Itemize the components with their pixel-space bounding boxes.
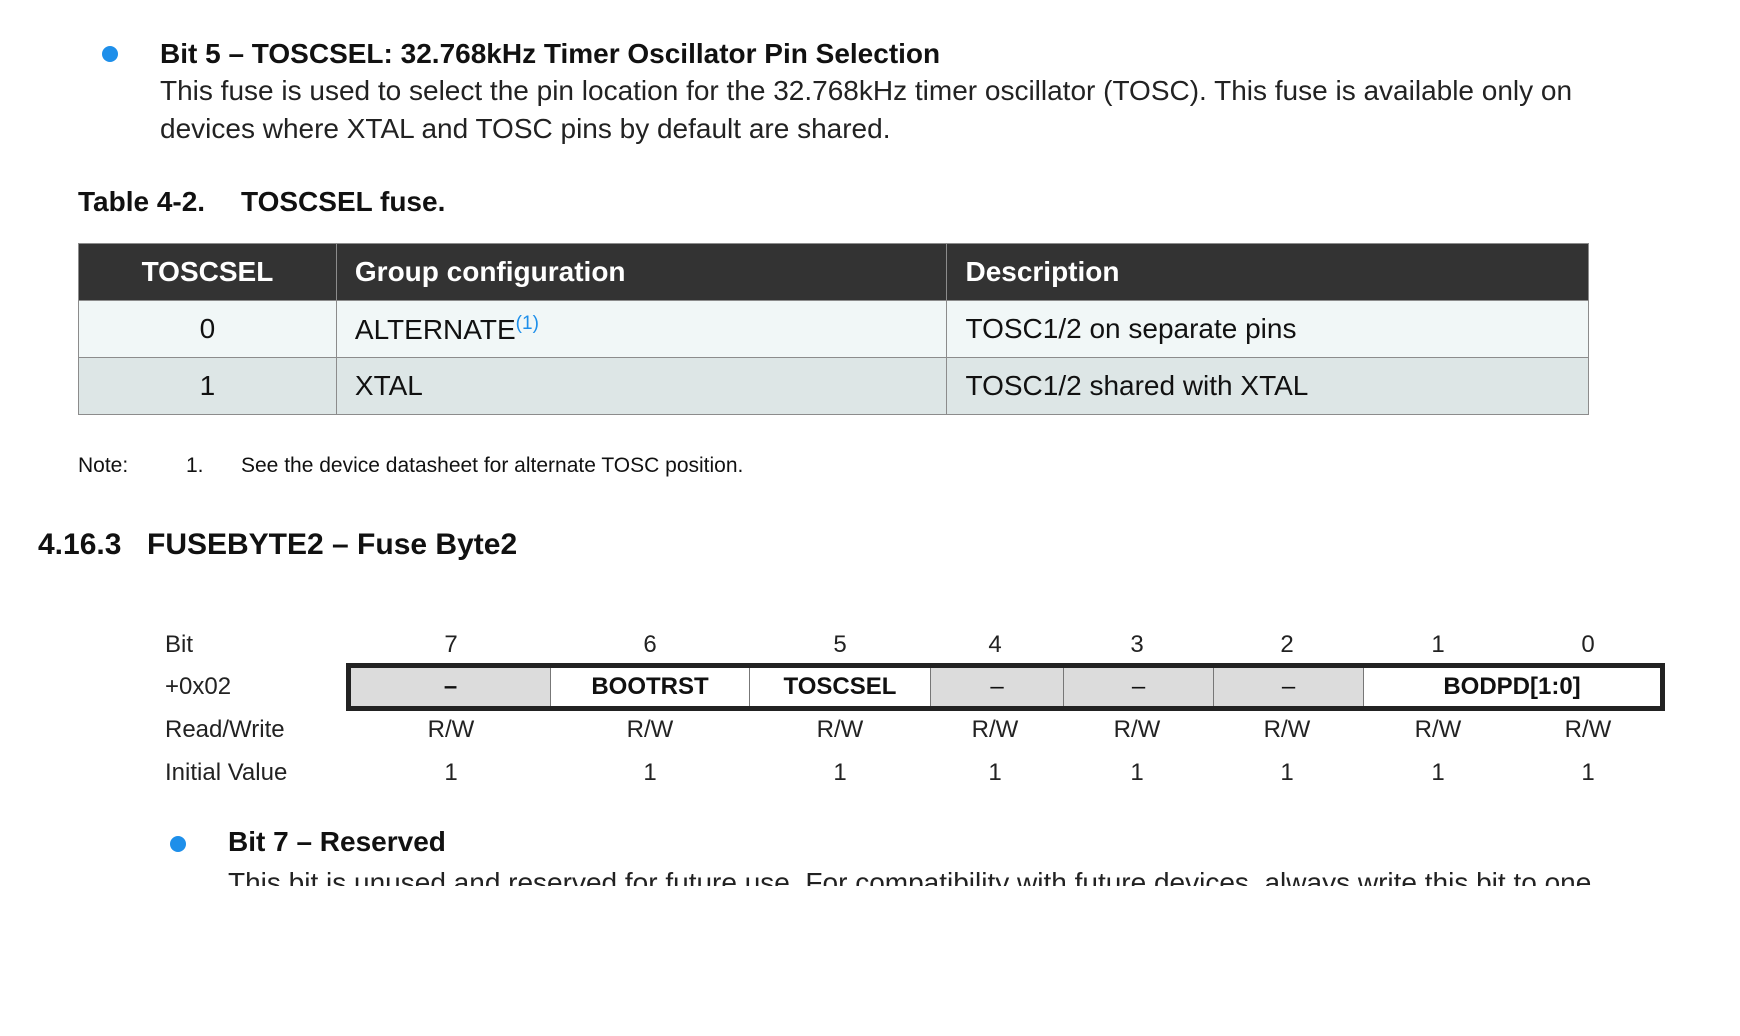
register-access: R/W [1263,716,1311,743]
column-header-group-configuration: Group configuration [335,243,948,301]
register-access: R/W [971,716,1019,743]
register-access: R/W [626,716,674,743]
register-label-initial: Initial Value [165,759,288,786]
register-bit-number: 0 [1581,631,1595,658]
table-row: 1 XTAL TOSC1/2 shared with XTAL [78,357,1589,415]
bullet-icon [170,836,186,852]
register-bit-number: 5 [833,631,847,658]
register-field-bootrst: BOOTRST [551,668,750,706]
column-header-description: Description [946,243,1589,301]
register-bit-number: 7 [444,631,458,658]
bit5-title: Bit 5 – TOSCSEL: 32.768kHz Timer Oscilla… [160,38,941,69]
register-bit-number: 3 [1130,631,1144,658]
register-access: R/W [1113,716,1161,743]
register-access: R/W [1564,716,1612,743]
bullet-icon [102,46,118,62]
section-heading: 4.16.3 FUSEBYTE2 – Fuse Byte2 [38,528,517,562]
register-label-access: Read/Write [165,716,285,743]
register-initial-value: 1 [1280,759,1294,786]
description: TOSC1/2 on separate pins [946,300,1589,358]
register-initial-value: 1 [1581,759,1595,786]
register-initial-value: 1 [1130,759,1144,786]
register-field-reserved: – [1064,668,1214,706]
register-field-reserved: – [351,668,551,706]
register-field-reserved: – [931,668,1064,706]
toscsel-value: 1 [78,357,337,415]
group-configuration: XTAL [335,357,948,415]
register-initial-value: 1 [643,759,657,786]
register-initial-value: 1 [1431,759,1445,786]
register-access: R/W [427,716,475,743]
table-row: 0 ALTERNATE(1) TOSC1/2 on separate pins [78,300,1589,358]
register-field-toscsel: TOSCSEL [750,668,931,706]
register-initial-value: 1 [444,759,458,786]
toscsel-fuse-table: TOSCSEL Group configuration Description … [78,243,1589,415]
group-configuration-text: XTAL [354,370,423,401]
register-initial-value: 1 [833,759,847,786]
bit5-description: This fuse is used to select the pin loca… [160,75,1573,144]
toscsel-value: 0 [78,300,337,358]
bit7-description-clip: This bit is unused and reserved for futu… [228,862,1648,886]
register-initial-value: 1 [988,759,1002,786]
description: TOSC1/2 shared with XTAL [946,357,1589,415]
register-label-offset: +0x02 [165,673,232,700]
column-header-toscsel: TOSCSEL [78,243,337,301]
register-field-bodpd: BODPD[1:0] [1364,668,1660,706]
footnote-link[interactable]: (1) [515,312,539,334]
table-header-row: TOSCSEL Group configuration Description [78,243,1589,301]
note-number: 1. [186,454,204,477]
group-configuration-text: ALTERNATE [354,313,516,345]
register-access: R/W [816,716,864,743]
register-bit-number: 1 [1431,631,1445,658]
register-bit-number: 6 [643,631,657,658]
table-caption-number: Table 4-2. [78,186,206,217]
section-number: 4.16.3 [38,528,122,561]
note-text: See the device datasheet for alternate T… [241,454,744,477]
bit7-title: Bit 7 – Reserved [228,826,446,857]
register-access: R/W [1414,716,1462,743]
table-caption-title: TOSCSEL fuse. [241,186,446,217]
register-field-box: – BOOTRST TOSCSEL – – – BODPD[1:0] [346,663,1665,711]
group-configuration: ALTERNATE(1) [335,300,948,358]
note-label: Note: [78,454,129,477]
register-field-reserved: – [1214,668,1364,706]
table-caption: Table 4-2. TOSCSEL fuse. [78,186,445,218]
register-bit-number: 2 [1280,631,1294,658]
bit7-description: This bit is unused and reserved for futu… [228,867,1592,886]
section-title: FUSEBYTE2 – Fuse Byte2 [147,528,518,561]
register-bit-number: 4 [988,631,1002,658]
register-label-bit: Bit [165,631,194,658]
